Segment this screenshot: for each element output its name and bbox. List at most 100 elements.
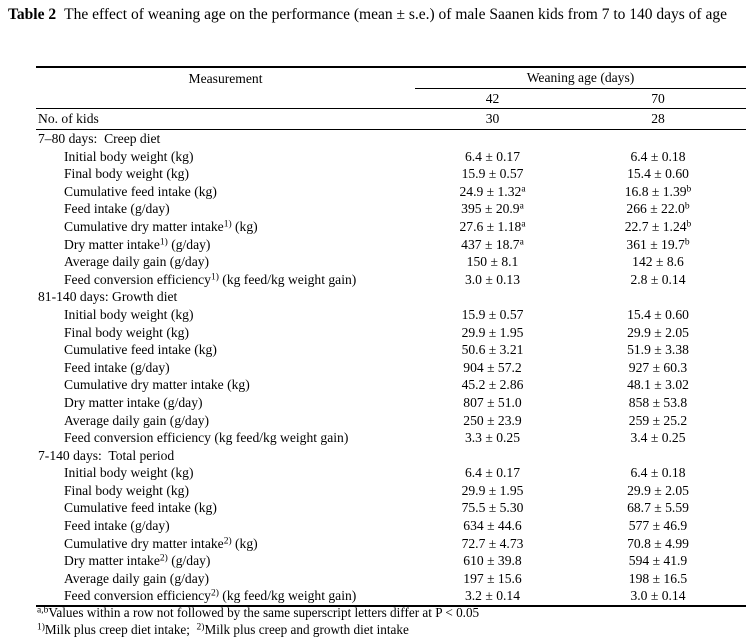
value-cell: 150 ± 8.1: [415, 253, 570, 271]
superscript: a: [520, 237, 524, 247]
superscript: 2): [197, 622, 205, 632]
value-cell: 858 ± 53.8: [570, 394, 746, 412]
measurement-label: Dry matter intake (g/day): [36, 394, 415, 412]
value-cell: 16.8 ± 1.39b: [570, 183, 746, 201]
superscript: b: [685, 202, 690, 212]
value-cell: 2.8 ± 0.14: [570, 271, 746, 289]
column-header-70: 70: [570, 89, 746, 109]
measurement-label: Feed conversion efficiency2) (kg feed/kg…: [36, 587, 415, 606]
superscript: 2): [211, 589, 219, 599]
value-cell: 610 ± 39.8: [415, 552, 570, 570]
measurement-label: Cumulative dry matter intake1) (kg): [36, 218, 415, 236]
value-cell: 15.9 ± 0.57: [415, 306, 570, 324]
superscript: 1): [211, 272, 219, 282]
footnotes: a,bValues within a row not followed by t…: [37, 605, 747, 638]
section-header: 7–80 days: Creep diet: [36, 130, 746, 148]
value-cell: 3.0 ± 0.14: [570, 587, 746, 606]
superscript: 1): [37, 622, 45, 632]
section-header: 81-140 days: Growth diet: [36, 288, 746, 306]
value-cell: 3.0 ± 0.13: [415, 271, 570, 289]
value-cell: 50.6 ± 3.21: [415, 341, 570, 359]
table-row: Cumulative dry matter intake2) (kg)72.7 …: [36, 535, 746, 553]
measurement-label: Final body weight (kg): [36, 324, 415, 342]
table-row: Feed conversion efficiency (kg feed/kg w…: [36, 429, 746, 447]
value-cell: 904 ± 57.2: [415, 359, 570, 377]
table-row: Cumulative dry matter intake1) (kg)27.6 …: [36, 218, 746, 236]
measurement-label: Final body weight (kg): [36, 482, 415, 500]
value-cell: 28: [570, 109, 746, 130]
superscript: 2): [160, 554, 168, 564]
measurement-label: Dry matter intake2) (g/day): [36, 552, 415, 570]
table-header: Measurement Weaning age (days) 42 70: [36, 67, 746, 109]
measurement-label: Feed intake (g/day): [36, 359, 415, 377]
table-caption-text: The effect of weaning age on the perform…: [64, 6, 727, 23]
value-cell: 48.1 ± 3.02: [570, 376, 746, 394]
measurement-label: Cumulative dry matter intake (kg): [36, 376, 415, 394]
table-row: No. of kids 30 28: [36, 109, 746, 130]
section-header-row: 81-140 days: Growth diet: [36, 288, 746, 306]
value-cell: 29.9 ± 2.05: [570, 324, 746, 342]
value-cell: 437 ± 18.7a: [415, 236, 570, 254]
superscript: 1): [224, 219, 232, 229]
measurement-label: Cumulative dry matter intake2) (kg): [36, 535, 415, 553]
measurement-label: Initial body weight (kg): [36, 148, 415, 166]
value-cell: 250 ± 23.9: [415, 412, 570, 430]
table-row: Feed conversion efficiency1) (kg feed/kg…: [36, 271, 746, 289]
measurement-label: Cumulative feed intake (kg): [36, 341, 415, 359]
value-cell: 6.4 ± 0.18: [570, 464, 746, 482]
value-cell: 197 ± 15.6: [415, 570, 570, 588]
value-cell: 3.3 ± 0.25: [415, 429, 570, 447]
value-cell: 68.7 ± 5.59: [570, 499, 746, 517]
table-row: Cumulative dry matter intake (kg)45.2 ± …: [36, 376, 746, 394]
value-cell: 15.4 ± 0.60: [570, 165, 746, 183]
measurement-column-header: Measurement: [36, 67, 415, 109]
measurement-label: Feed intake (g/day): [36, 517, 415, 535]
measurement-label: Dry matter intake1) (g/day): [36, 236, 415, 254]
value-cell: 29.9 ± 2.05: [570, 482, 746, 500]
section-header-row: 7–80 days: Creep diet: [36, 130, 746, 148]
value-cell: 45.2 ± 2.86: [415, 376, 570, 394]
value-cell: 15.9 ± 0.57: [415, 165, 570, 183]
measurement-label: Cumulative feed intake (kg): [36, 183, 415, 201]
measurement-label: Final body weight (kg): [36, 165, 415, 183]
value-cell: 27.6 ± 1.18a: [415, 218, 570, 236]
value-cell: 29.9 ± 1.95: [415, 482, 570, 500]
value-cell: 594 ± 41.9: [570, 552, 746, 570]
value-cell: 30: [415, 109, 570, 130]
value-cell: 29.9 ± 1.95: [415, 324, 570, 342]
value-cell: 361 ± 19.7b: [570, 236, 746, 254]
superscript: a: [521, 219, 525, 229]
value-cell: 6.4 ± 0.17: [415, 464, 570, 482]
row-label: No. of kids: [36, 109, 415, 130]
weaning-age-spanner-header: Weaning age (days): [415, 67, 746, 89]
value-cell: 75.5 ± 5.30: [415, 499, 570, 517]
measurement-label: Feed conversion efficiency (kg feed/kg w…: [36, 429, 415, 447]
value-cell: 15.4 ± 0.60: [570, 306, 746, 324]
table-row: Feed conversion efficiency2) (kg feed/kg…: [36, 587, 746, 606]
superscript: b: [687, 219, 692, 229]
value-cell: 6.4 ± 0.18: [570, 148, 746, 166]
header-row-spanner: Measurement Weaning age (days): [36, 67, 746, 89]
footnote-line: 1)Milk plus creep diet intake; 2)Milk pl…: [37, 622, 747, 638]
measurement-label: Average daily gain (g/day): [36, 570, 415, 588]
value-cell: 807 ± 51.0: [415, 394, 570, 412]
value-cell: 22.7 ± 1.24b: [570, 218, 746, 236]
superscript: b: [685, 237, 690, 247]
measurement-label: Feed intake (g/day): [36, 200, 415, 218]
column-header-42: 42: [415, 89, 570, 109]
footnote-line: a,bValues within a row not followed by t…: [37, 605, 747, 622]
superscript: a: [521, 184, 525, 194]
value-cell: 634 ± 44.6: [415, 517, 570, 535]
value-cell: 395 ± 20.9a: [415, 200, 570, 218]
measurement-label: Initial body weight (kg): [36, 464, 415, 482]
